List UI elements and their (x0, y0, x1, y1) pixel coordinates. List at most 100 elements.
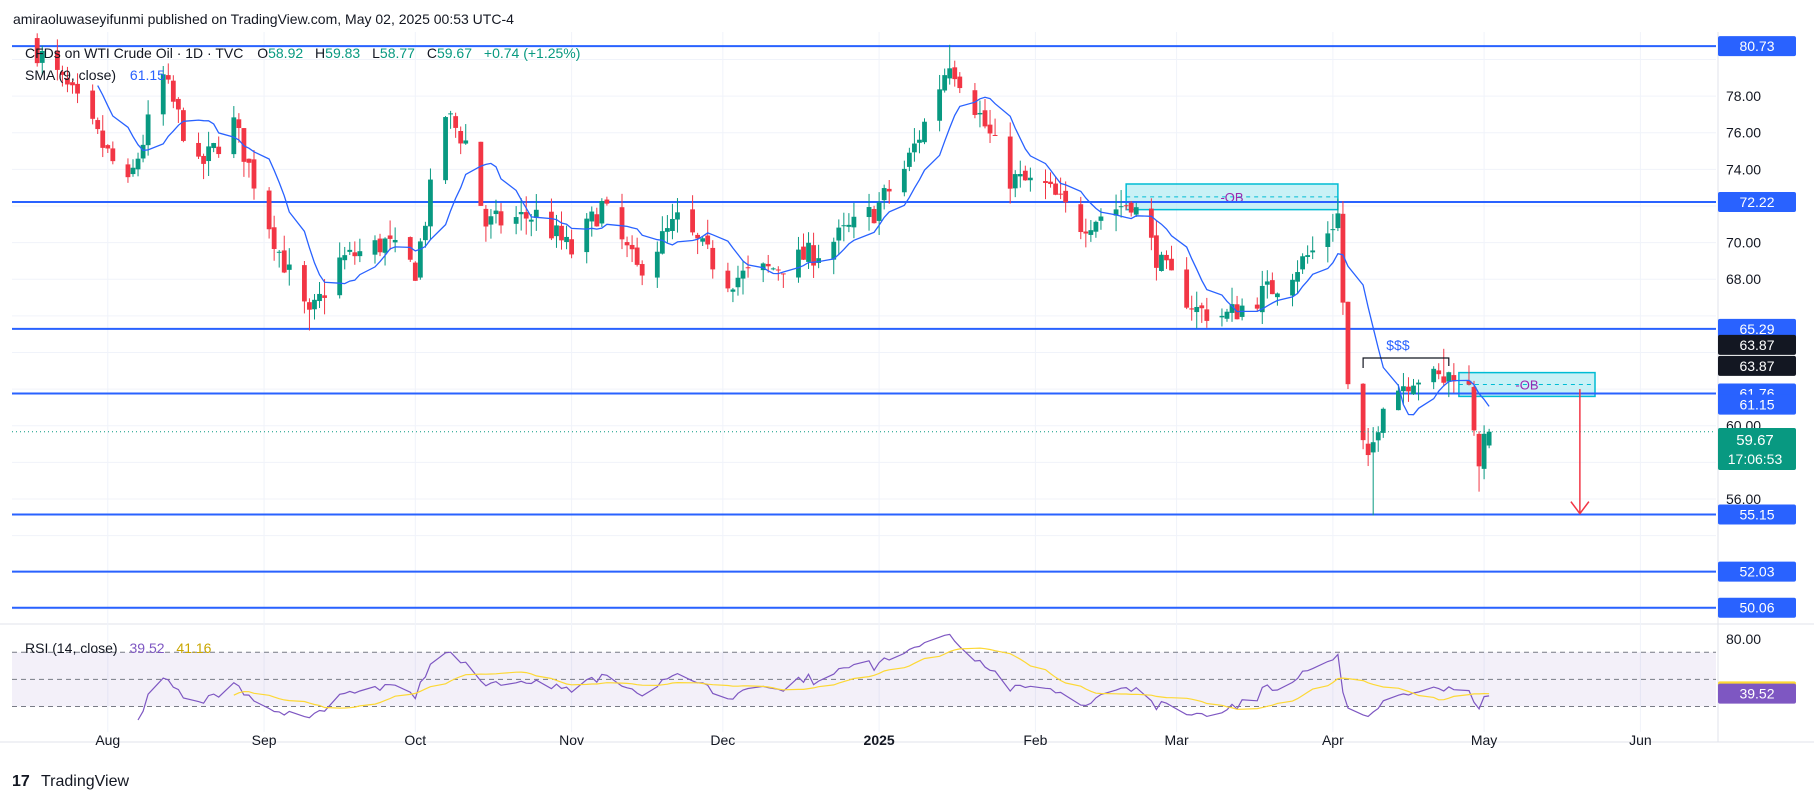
y-tick-label: 56.00 (1726, 491, 1761, 507)
candle-body (987, 124, 993, 134)
horizontal-levels (12, 45, 1716, 609)
candle-body (937, 89, 943, 121)
rsi-legend: RSI (14, close) 39.52 41.16 (25, 640, 212, 656)
candle-body (65, 78, 70, 85)
current-price-tag[interactable]: 59.67 17:06:53 (1718, 428, 1796, 470)
candle-body (1340, 213, 1346, 303)
candle-body (1275, 293, 1280, 298)
low-value: 58.77 (380, 45, 415, 61)
candle-body (286, 264, 292, 270)
candle-body (917, 139, 922, 143)
order-block-label: -OB (1515, 378, 1538, 393)
candle-body (775, 269, 781, 271)
level-tag-bg (1718, 597, 1796, 618)
candle-body (39, 50, 45, 63)
candle-body (196, 142, 201, 157)
candle-body (594, 214, 600, 227)
candle-body (518, 212, 524, 215)
candle-body (922, 121, 927, 143)
candle-body (881, 188, 887, 201)
x-tick-label: Feb (1023, 732, 1047, 748)
candle-body (1486, 431, 1492, 446)
candle-body (654, 251, 660, 278)
candle-body (322, 295, 327, 298)
candle-body (564, 236, 569, 243)
candle-body (806, 242, 811, 262)
y-tick-label: 78.00 (1726, 88, 1761, 104)
candle-body (690, 209, 695, 233)
candle-body (387, 235, 393, 239)
candle-body (1411, 385, 1416, 395)
candle-body (947, 68, 953, 79)
candle-body (1194, 306, 1200, 313)
candle-body (352, 252, 358, 257)
candle-body (1451, 375, 1457, 382)
candle-body (337, 257, 343, 296)
candle-body (1017, 174, 1023, 177)
level-tag-label: 52.03 (1739, 564, 1774, 580)
candle-body (478, 141, 484, 206)
candle-body (957, 76, 963, 89)
candle-body (1012, 174, 1018, 189)
extra-tag-bg (1718, 394, 1796, 415)
candle-body (181, 110, 186, 141)
liquidity-label: $$$ (1386, 337, 1410, 353)
candle-body (906, 152, 912, 167)
candle-body (886, 188, 892, 192)
candle-body (549, 211, 554, 239)
candle-body (912, 143, 917, 153)
candle-body (110, 148, 116, 162)
candle-body (569, 239, 574, 255)
candle-body (675, 212, 680, 220)
candle-body (1093, 221, 1099, 232)
candle-body (1148, 208, 1154, 238)
candle-body (710, 247, 716, 270)
tradingview-logo[interactable]: 17 TradingView (12, 773, 129, 790)
candle-body (372, 240, 378, 255)
candle-body (140, 144, 146, 159)
candle-body (604, 199, 610, 204)
candle-body (977, 112, 983, 115)
candle-body (448, 113, 453, 115)
candle-body (871, 208, 877, 224)
candle-body (629, 244, 635, 250)
candle-body (1310, 250, 1316, 253)
candle-body (483, 208, 489, 227)
candle-body (1466, 380, 1472, 385)
time-axis: Aug Sep Oct Nov Dec 2025 Feb Mar Apr May Jun (95, 732, 1651, 748)
candle-body (307, 302, 312, 310)
candle-body (780, 273, 786, 275)
candle-body (377, 238, 383, 253)
x-tick-label: Oct (404, 732, 426, 748)
candle-body (105, 145, 111, 149)
annotations: $$$ (12, 337, 1716, 515)
candle-body (1264, 281, 1270, 285)
candle-body (584, 218, 590, 253)
candle-body (302, 265, 307, 302)
level-tag-label: 80.73 (1739, 38, 1774, 54)
candle-body (1290, 279, 1295, 296)
symbol-name: CFDs on WTI Crude Oil · 1D · TVC (25, 45, 243, 61)
candle-body (1113, 209, 1119, 216)
candle-body (1189, 308, 1195, 310)
candle-body (1401, 386, 1406, 392)
tv-logo-icon: 17 (12, 773, 30, 790)
high-label: H (315, 45, 325, 61)
candle-body (423, 225, 428, 241)
candle-body (382, 238, 388, 253)
candle-body (740, 270, 746, 279)
candle-body (458, 131, 464, 144)
candle-body (1164, 254, 1169, 261)
candle-body (1118, 206, 1124, 208)
candle-body (165, 75, 171, 80)
candle-body (54, 50, 60, 70)
extra-tag-label: 61.15 (1739, 397, 1774, 413)
candle-body (841, 225, 847, 227)
candle-body (846, 224, 852, 227)
rsi-legend-label: RSI (14, close) (25, 640, 118, 656)
level-tag-bg (1718, 36, 1796, 57)
candle-body (1007, 136, 1013, 189)
candle-body (1204, 309, 1210, 321)
candle-body (493, 210, 499, 215)
